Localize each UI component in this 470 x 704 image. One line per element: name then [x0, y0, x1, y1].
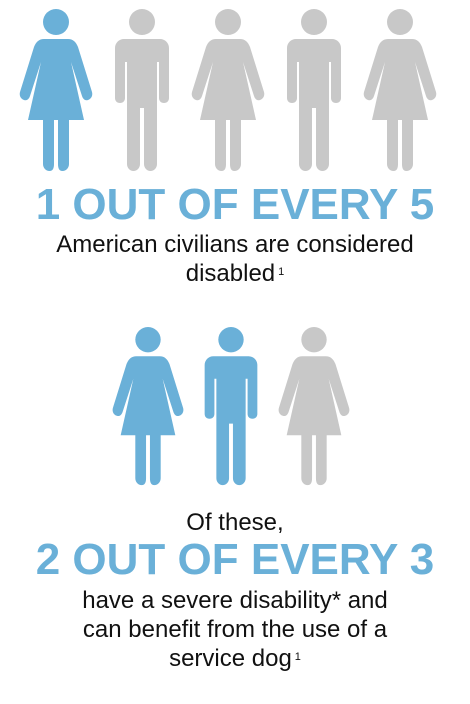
headline-bottom: 2 OUT OF EVERY 3 [35, 535, 435, 584]
intro-text: Of these, [186, 509, 284, 536]
caption-top-line2-text: disabled [185, 260, 276, 287]
female-figure-icon [190, 8, 266, 174]
caption-bottom-line3: service dog 1 [0, 644, 470, 673]
caption-bottom-line1: have a severe disability* and [82, 587, 388, 614]
male-figure-icon [276, 8, 352, 174]
male-figure-icon [104, 8, 180, 174]
caption-bottom-line3-text: service dog [169, 645, 292, 672]
female-figure-icon [18, 8, 94, 174]
female-figure-icon [110, 326, 186, 488]
male-figure-icon [193, 326, 269, 488]
footnote-ref: 1 [294, 651, 301, 663]
female-figure-icon [362, 8, 438, 174]
figures-row-top [0, 0, 470, 180]
female-figure-icon [276, 326, 352, 488]
caption-top-line2: disabled 1 [0, 259, 470, 288]
caption-top-line1: American civilians are considered [56, 231, 414, 258]
figures-row-bottom [0, 320, 470, 490]
headline-top: 1 OUT OF EVERY 5 [35, 180, 435, 229]
footnote-ref: 1 [278, 266, 285, 278]
caption-bottom-line2: can benefit from the use of a [82, 616, 388, 643]
